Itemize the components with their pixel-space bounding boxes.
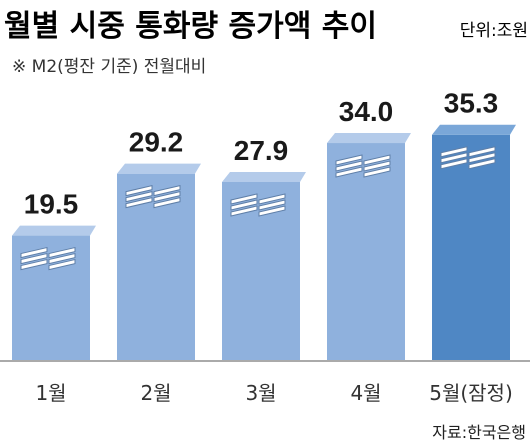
money-stack-icon: [125, 185, 181, 209]
bar-top-1: [12, 225, 96, 236]
chart-subtitle: ※ M2(평잔 기준) 전월대비: [12, 57, 206, 77]
bar-top-5: [432, 124, 516, 135]
bar-top-2: [117, 163, 201, 174]
money-stack-icon: [20, 246, 76, 271]
money-stack-icon: [440, 146, 496, 170]
chart-title: 월별 시중 통화량 증가액 추이: [4, 9, 377, 44]
bar-5: [432, 134, 510, 360]
source-label: 자료:한국은행: [432, 423, 526, 442]
category-label-4: 4월: [350, 381, 381, 405]
bar-top-4: [327, 133, 411, 144]
category-label-2: 2월: [140, 381, 171, 405]
value-label-5: 35.3: [444, 88, 499, 119]
category-label-5: 5월(잠정): [429, 381, 513, 405]
value-label-1: 19.5: [24, 189, 79, 220]
value-label-3: 27.9: [234, 135, 289, 166]
money-stack-icon: [335, 154, 391, 178]
category-label-1: 1월: [35, 381, 66, 405]
unit-label: 단위:조원: [460, 21, 528, 41]
bar-4: [327, 143, 405, 360]
bar-top-3: [222, 171, 306, 182]
value-label-4: 34.0: [339, 96, 394, 127]
value-label-2: 29.2: [129, 127, 184, 158]
money-stack-icon: [230, 193, 286, 217]
bars-group: 19.5 29.2 27.9 34.0 35.3: [12, 88, 516, 360]
category-labels: 1월 2월 3월 4월 5월(잠정): [35, 381, 512, 405]
category-label-3: 3월: [245, 381, 276, 405]
